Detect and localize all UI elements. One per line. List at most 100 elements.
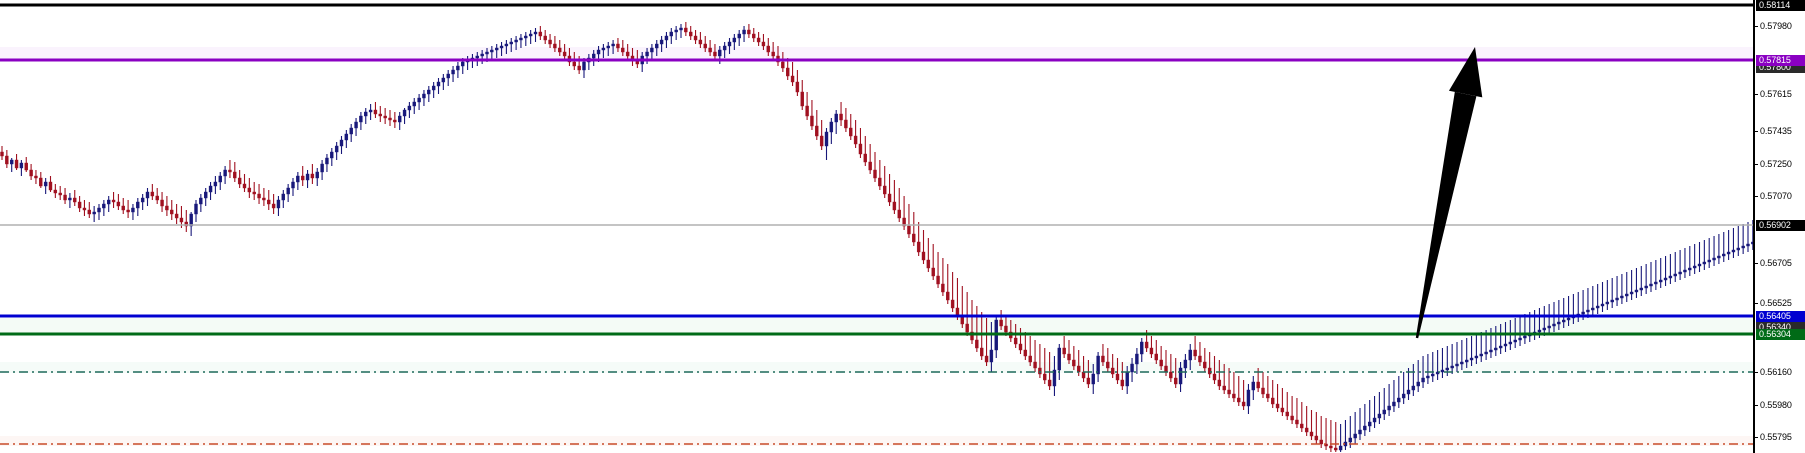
candle (1193, 336, 1197, 360)
candle (1692, 244, 1697, 274)
tick-mark (1755, 371, 1758, 373)
candle (1625, 272, 1629, 302)
candle (669, 28, 673, 44)
candle (1722, 232, 1726, 262)
candle (1028, 336, 1032, 366)
candle (29, 164, 33, 180)
candle (1183, 354, 1188, 378)
candle (1586, 288, 1590, 318)
candle (364, 108, 368, 124)
level-lines-layer[interactable] (0, 0, 1753, 453)
candle (1203, 348, 1207, 372)
tick-mark (1755, 130, 1758, 132)
candle (301, 166, 305, 186)
candle (1295, 398, 1299, 428)
candle (495, 44, 499, 58)
candle (111, 192, 116, 208)
candle (136, 198, 140, 216)
candle (1629, 270, 1634, 300)
candle (121, 198, 125, 214)
candle (1591, 286, 1595, 316)
candle (1435, 350, 1440, 380)
candle (684, 22, 688, 36)
candle (1717, 234, 1721, 264)
candle (1566, 296, 1571, 326)
candle (519, 34, 523, 48)
tick-mark (1755, 195, 1758, 197)
candle (514, 36, 518, 50)
candle (1280, 388, 1285, 416)
candle (674, 26, 678, 40)
tick-mark (1755, 436, 1758, 438)
price-label-target[interactable]: 0.57815 (1756, 54, 1805, 66)
price-label-high[interactable]: 0.58114 (1756, 0, 1805, 11)
candle (9, 158, 14, 172)
candle (1057, 344, 1062, 380)
candle (257, 184, 261, 204)
candle (1421, 356, 1425, 388)
candle (412, 98, 416, 114)
candle (451, 66, 455, 82)
candle (1338, 424, 1343, 452)
candle (795, 70, 800, 96)
candle (863, 136, 867, 166)
candle (800, 80, 804, 110)
projection-arrow[interactable] (0, 0, 1753, 453)
price-tick-label: 0.57250 (1760, 158, 1792, 169)
candle (786, 58, 790, 80)
candle (679, 24, 683, 38)
candle (1251, 376, 1256, 400)
candle (305, 170, 310, 188)
projection-arrow-shape[interactable] (1415, 47, 1483, 339)
candle (858, 128, 863, 158)
chart-plot-area[interactable] (0, 0, 1753, 453)
candle (844, 108, 848, 132)
candle (237, 170, 242, 188)
candle (1154, 340, 1159, 364)
candle (722, 42, 727, 58)
candle (1101, 344, 1105, 366)
candle (1023, 332, 1028, 360)
price-label-current[interactable]: 0.56902 (1756, 219, 1805, 231)
candle (1474, 334, 1479, 364)
candle (320, 160, 324, 180)
candle (1261, 372, 1265, 398)
price-label-obscured-upper[interactable]: 0.57800 (1756, 61, 1805, 73)
candle (441, 74, 446, 90)
price-axis[interactable]: 0.57980 0.57615 0.57435 0.57250 0.57070 0.567… (1753, 0, 1805, 453)
candle (281, 190, 285, 208)
candle (528, 30, 533, 44)
candle (1712, 236, 1716, 266)
candle (650, 44, 654, 60)
candle (1270, 380, 1275, 408)
candle (1348, 416, 1353, 448)
price-label-obscured-lower[interactable]: 0.56340 (1756, 321, 1805, 333)
candle (1304, 406, 1309, 436)
price-label-resistance[interactable]: 0.56405 (1756, 310, 1805, 322)
candle (562, 44, 567, 60)
candle (407, 102, 412, 118)
candle (92, 206, 96, 222)
candle (34, 170, 38, 184)
tint-band-lower (0, 362, 1753, 373)
candle (708, 40, 712, 56)
candle (1013, 324, 1018, 348)
candle (354, 118, 358, 136)
candle (145, 188, 150, 206)
candle (1561, 298, 1566, 328)
candle (126, 200, 130, 218)
price-label-entry[interactable]: 0.56304 (1756, 328, 1805, 340)
candle (912, 212, 916, 246)
candle (1401, 372, 1406, 404)
candle (1300, 402, 1304, 432)
candle (1198, 342, 1202, 366)
candle (727, 38, 732, 54)
candle (1120, 362, 1125, 390)
candle (1043, 348, 1047, 384)
candle (732, 34, 737, 50)
candle (53, 184, 58, 198)
candle (1363, 404, 1367, 436)
price-tick-label: 0.55795 (1760, 431, 1792, 442)
candle (422, 90, 426, 106)
candle (543, 30, 547, 44)
